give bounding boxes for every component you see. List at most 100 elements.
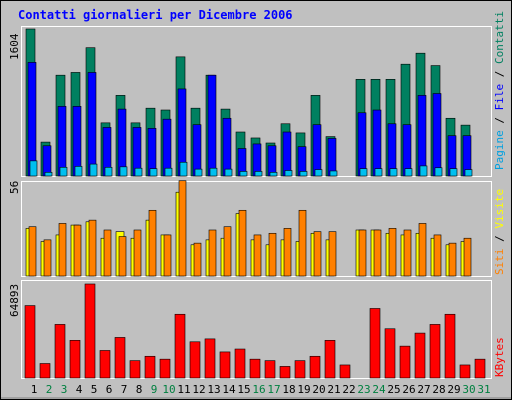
bar-top-pagine-day-30 bbox=[464, 169, 473, 177]
day-label: 11 bbox=[177, 383, 190, 396]
series-label-part: File bbox=[493, 84, 506, 111]
bar-top-file-day-14 bbox=[222, 117, 232, 177]
series-label-part: KBytes bbox=[493, 337, 506, 377]
bar-middle-siti-day-15 bbox=[238, 209, 247, 277]
bar-top-pagine-day-7 bbox=[119, 166, 128, 177]
day-label: 30 bbox=[462, 383, 475, 396]
bar-top-file-day-17 bbox=[267, 145, 277, 177]
panel-top-max-label: 1604 bbox=[8, 33, 21, 60]
day-label: 19 bbox=[297, 383, 310, 396]
day-label: 14 bbox=[222, 383, 236, 396]
day-label: 21 bbox=[327, 383, 340, 396]
bar-top-file-day-21 bbox=[327, 138, 337, 177]
bar-middle-siti-day-9 bbox=[148, 209, 157, 277]
day-label: 9 bbox=[151, 383, 158, 396]
day-label: 5 bbox=[91, 383, 98, 396]
bar-bottom-kbytes-day-16 bbox=[249, 358, 261, 379]
day-label: 16 bbox=[252, 383, 265, 396]
bar-bottom-kbytes-day-27 bbox=[414, 332, 426, 379]
day-label: 13 bbox=[207, 383, 220, 396]
bar-top-file-day-27 bbox=[417, 95, 427, 177]
bar-top-file-day-20 bbox=[312, 124, 322, 177]
bar-bottom-kbytes-day-24 bbox=[369, 308, 381, 379]
bar-middle-siti-day-10 bbox=[163, 234, 172, 277]
bar-bottom-kbytes-day-25 bbox=[384, 328, 396, 379]
bar-top-file-day-26 bbox=[402, 124, 412, 177]
bar-top-pagine-day-21 bbox=[329, 170, 338, 177]
bar-middle-siti-day-24 bbox=[373, 229, 382, 277]
chart-title: Contatti giornalieri per Dicembre 2006 bbox=[18, 8, 293, 22]
bar-top-pagine-day-23 bbox=[359, 168, 368, 177]
bar-top-file-day-13 bbox=[207, 74, 217, 177]
bar-bottom-kbytes-day-8 bbox=[129, 360, 141, 379]
bar-bottom-kbytes-day-3 bbox=[54, 324, 66, 379]
bar-top-pagine-day-14 bbox=[224, 168, 233, 177]
bar-bottom-kbytes-day-2 bbox=[39, 363, 51, 379]
bar-bottom-kbytes-day-21 bbox=[324, 340, 336, 379]
bar-middle-siti-day-14 bbox=[223, 226, 232, 277]
bar-middle-siti-day-5 bbox=[88, 219, 97, 277]
bar-top-pagine-day-19 bbox=[299, 171, 308, 177]
bar-top-pagine-day-28 bbox=[434, 167, 443, 177]
day-label: 18 bbox=[282, 383, 295, 396]
bar-bottom-kbytes-day-15 bbox=[234, 348, 246, 379]
bar-middle-siti-day-18 bbox=[283, 228, 292, 277]
bar-middle-siti-day-1 bbox=[28, 226, 37, 277]
bar-top-pagine-day-18 bbox=[284, 170, 293, 177]
day-label: 15 bbox=[237, 383, 250, 396]
bar-top-file-day-12 bbox=[192, 124, 202, 177]
bar-bottom-kbytes-day-7 bbox=[114, 337, 126, 379]
bar-top-file-day-24 bbox=[372, 109, 382, 177]
bar-top-pagine-day-10 bbox=[164, 167, 173, 177]
bar-top-pagine-day-3 bbox=[59, 166, 68, 177]
bar-middle-siti-day-13 bbox=[208, 229, 217, 277]
day-label: 28 bbox=[432, 383, 445, 396]
bar-middle-siti-day-26 bbox=[403, 229, 412, 277]
bar-bottom-kbytes-day-20 bbox=[309, 355, 321, 379]
bar-bottom-kbytes-day-1 bbox=[24, 305, 36, 379]
bar-top-pagine-day-27 bbox=[419, 165, 428, 177]
bar-top-file-day-28 bbox=[432, 93, 442, 177]
series-label-part: Contatti bbox=[493, 11, 506, 64]
bar-bottom-kbytes-day-17 bbox=[264, 360, 276, 379]
bar-bottom-kbytes-day-9 bbox=[144, 355, 156, 379]
bar-middle-siti-day-12 bbox=[193, 242, 202, 277]
panel-bottom-series-label: KBytes bbox=[493, 337, 506, 377]
bar-top-file-day-3 bbox=[57, 106, 67, 177]
day-label: 4 bbox=[76, 383, 83, 396]
bar-top-pagine-day-6 bbox=[104, 166, 113, 177]
bar-bottom-kbytes-day-6 bbox=[99, 350, 111, 379]
bar-bottom-kbytes-day-26 bbox=[399, 345, 411, 379]
bar-top-pagine-day-20 bbox=[314, 169, 323, 177]
day-label: 29 bbox=[447, 383, 460, 396]
day-label: 6 bbox=[106, 383, 113, 396]
bar-top-file-day-10 bbox=[162, 118, 172, 177]
bar-middle-siti-day-17 bbox=[268, 232, 277, 277]
bar-middle-siti-day-4 bbox=[73, 224, 82, 277]
panel-middle-series-label: Siti / Visite bbox=[493, 189, 506, 275]
bar-top-pagine-day-17 bbox=[269, 172, 278, 177]
day-label: 27 bbox=[417, 383, 430, 396]
panel-bottom-max-label: 64893 bbox=[8, 284, 21, 317]
bar-bottom-kbytes-day-30 bbox=[459, 364, 471, 379]
day-label: 2 bbox=[46, 383, 53, 396]
day-label: 25 bbox=[387, 383, 400, 396]
bar-bottom-kbytes-day-10 bbox=[159, 358, 171, 379]
day-label: 8 bbox=[136, 383, 143, 396]
bar-top-pagine-day-13 bbox=[209, 167, 218, 177]
bar-middle-siti-day-23 bbox=[358, 229, 367, 277]
day-label: 22 bbox=[342, 383, 355, 396]
bar-middle-siti-day-28 bbox=[433, 234, 442, 277]
bar-top-file-day-2 bbox=[42, 145, 52, 177]
bar-top-pagine-day-29 bbox=[449, 168, 458, 177]
bar-top-pagine-day-16 bbox=[254, 171, 263, 177]
bar-bottom-kbytes-day-18 bbox=[279, 366, 291, 379]
bar-top-pagine-day-1 bbox=[29, 160, 38, 177]
bar-top-file-day-4 bbox=[72, 106, 82, 177]
bar-top-pagine-day-4 bbox=[74, 166, 83, 177]
bar-top-pagine-day-5 bbox=[89, 163, 98, 177]
bar-top-file-day-23 bbox=[357, 112, 367, 177]
bar-top-pagine-day-24 bbox=[374, 168, 383, 177]
series-label-part: Visite bbox=[493, 189, 506, 229]
